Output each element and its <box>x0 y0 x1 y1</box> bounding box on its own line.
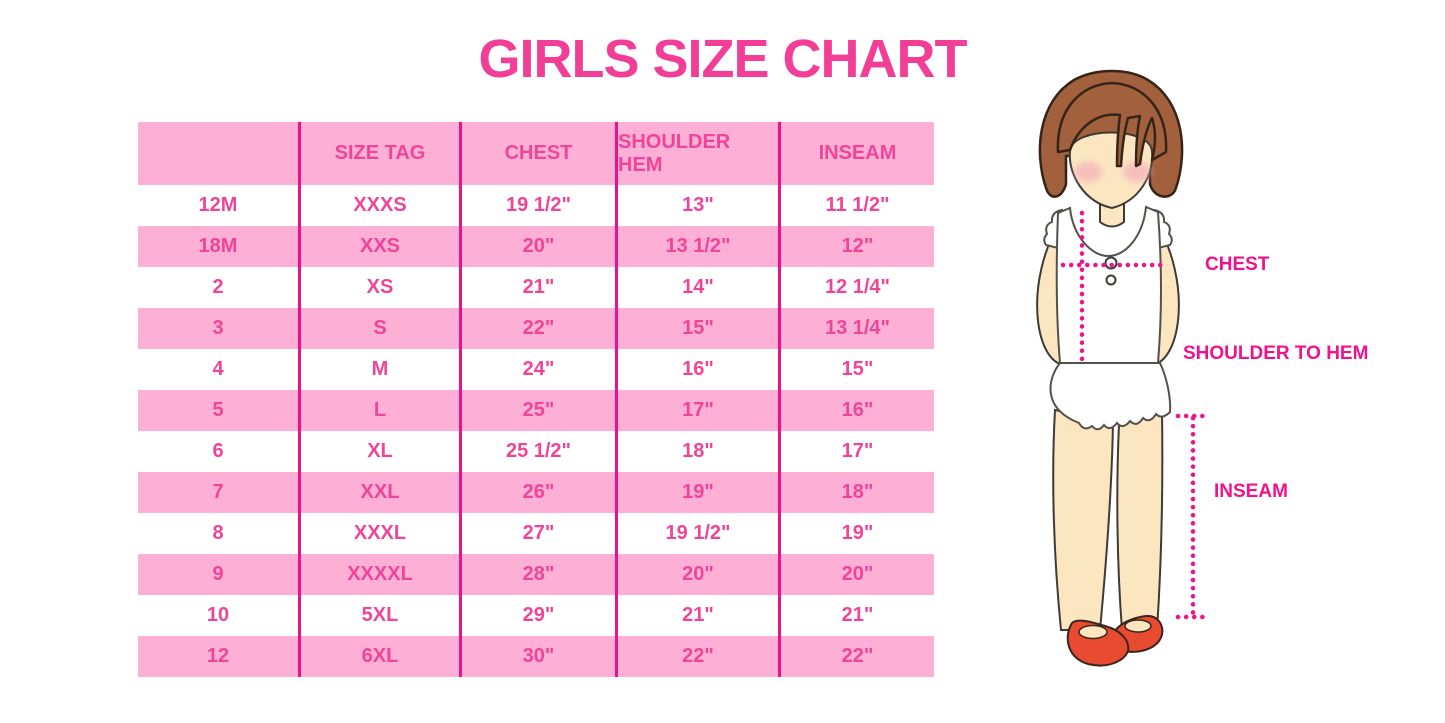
table-row: 12 6XL 30" 22" 22" <box>138 636 934 677</box>
girl-shoes <box>1066 614 1164 667</box>
table-cell: 12M <box>198 194 238 216</box>
table-cell: 2 <box>212 276 224 298</box>
table-cell: 18M <box>198 235 238 257</box>
table-cell: 27" <box>459 513 615 554</box>
size-table-header-row: SIZE TAG CHEST SHOULDER HEM INSEAM <box>138 122 934 185</box>
table-cell: 6 <box>212 440 224 462</box>
table-cell: 17" <box>615 390 778 431</box>
table-cell: 17" <box>778 431 934 472</box>
table-row: 7 XXL 26" 19" 18" <box>138 472 934 513</box>
table-cell: XS <box>298 267 459 308</box>
table-cell: 25" <box>459 390 615 431</box>
table-cell: 15" <box>615 308 778 349</box>
right-shoe-foot-opening <box>1124 619 1152 633</box>
left-shoe-foot-opening <box>1078 624 1108 640</box>
table-cell: 12 1/4" <box>778 267 934 308</box>
table-cell: XXXL <box>298 513 459 554</box>
table-cell: 12 <box>206 645 230 667</box>
table-header-cell <box>138 122 298 185</box>
table-cell: 24" <box>459 349 615 390</box>
table-cell: 25 1/2" <box>459 431 615 472</box>
size-table: SIZE TAG CHEST SHOULDER HEM INSEAM 12M XXXS 1… <box>138 122 934 677</box>
table-cell: XXS <box>298 226 459 267</box>
table-cell: 6XL <box>298 636 459 677</box>
table-cell: 18" <box>615 431 778 472</box>
girl-skirt <box>1049 362 1172 431</box>
table-cell: L <box>298 390 459 431</box>
table-cell: 16" <box>778 390 934 431</box>
table-cell: 19" <box>615 472 778 513</box>
girl-face <box>1068 131 1154 210</box>
table-cell: 16" <box>615 349 778 390</box>
table-cell: 5 <box>212 399 224 421</box>
table-cell: 22" <box>459 308 615 349</box>
table-row: 4 M 24" 16" 15" <box>138 349 934 390</box>
table-row: 12M XXXS 19 1/2" 13" 11 1/2" <box>138 185 934 226</box>
table-cell: 9 <box>212 563 224 585</box>
table-cell: 30" <box>459 636 615 677</box>
table-cell: 21" <box>615 595 778 636</box>
table-cell: XL <box>298 431 459 472</box>
girl-legs <box>1052 408 1164 631</box>
table-cell: 8 <box>212 522 224 544</box>
table-header-cell: SHOULDER HEM <box>615 122 778 185</box>
shoulder-to-hem-label: SHOULDER TO HEM <box>1183 343 1369 364</box>
table-cell: 19 1/2" <box>615 513 778 554</box>
table-cell: M <box>298 349 459 390</box>
table-row: 6 XL 25 1/2" 18" 17" <box>138 431 934 472</box>
page-title: GIRLS SIZE CHART <box>478 29 967 89</box>
table-row: 5 L 25" 17" 16" <box>138 390 934 431</box>
table-cell: 5XL <box>298 595 459 636</box>
table-cell: 11 1/2" <box>778 185 934 226</box>
table-row: 18M XXS 20" 13 1/2" 12" <box>138 226 934 267</box>
girl-blush <box>1074 162 1151 182</box>
table-cell: 13 1/2" <box>615 226 778 267</box>
table-row: 10 5XL 29" 21" 21" <box>138 595 934 636</box>
table-cell: 28" <box>459 554 615 595</box>
table-cell: XXXXL <box>298 554 459 595</box>
table-cell: 20" <box>615 554 778 595</box>
table-row: 9 XXXXL 28" 20" 20" <box>138 554 934 595</box>
table-cell: XXL <box>298 472 459 513</box>
table-cell: 13" <box>615 185 778 226</box>
table-row: 8 XXXL 27" 19 1/2" 19" <box>138 513 934 554</box>
table-cell: 3 <box>212 317 224 339</box>
chest-label: CHEST <box>1205 254 1270 275</box>
table-cell: 22" <box>778 636 934 677</box>
girl-illustration <box>1036 69 1209 667</box>
table-row: 3 S 22" 15" 13 1/4" <box>138 308 934 349</box>
table-cell: 15" <box>778 349 934 390</box>
table-cell: 12" <box>778 226 934 267</box>
inseam-label: INSEAM <box>1214 481 1288 502</box>
table-cell: 14" <box>615 267 778 308</box>
table-cell: 13 1/4" <box>778 308 934 349</box>
table-row: 2 XS 21" 14" 12 1/4" <box>138 267 934 308</box>
table-header-cell: SIZE TAG <box>298 122 459 185</box>
table-cell: S <box>298 308 459 349</box>
girl-bangs <box>1056 81 1168 168</box>
table-cell: 10 <box>206 604 230 626</box>
table-cell: 19 1/2" <box>459 185 615 226</box>
table-cell: XXXS <box>298 185 459 226</box>
table-header-cell: CHEST <box>459 122 615 185</box>
table-header-cell: INSEAM <box>778 122 934 185</box>
table-cell: 7 <box>212 481 224 503</box>
table-cell: 22" <box>615 636 778 677</box>
table-cell: 20" <box>778 554 934 595</box>
size-table-body: 12M XXXS 19 1/2" 13" 11 1/2" 18M XXS 20" 13 1/2"… <box>138 185 934 677</box>
table-cell: 20" <box>459 226 615 267</box>
table-cell: 19" <box>778 513 934 554</box>
table-cell: 29" <box>459 595 615 636</box>
table-cell: 18" <box>778 472 934 513</box>
table-cell: 26" <box>459 472 615 513</box>
table-cell: 21" <box>459 267 615 308</box>
table-cell: 4 <box>212 358 224 380</box>
table-cell: 21" <box>778 595 934 636</box>
girl-measurement-illustration: CHEST SHOULDER TO HEM INSEAM <box>1000 60 1445 680</box>
